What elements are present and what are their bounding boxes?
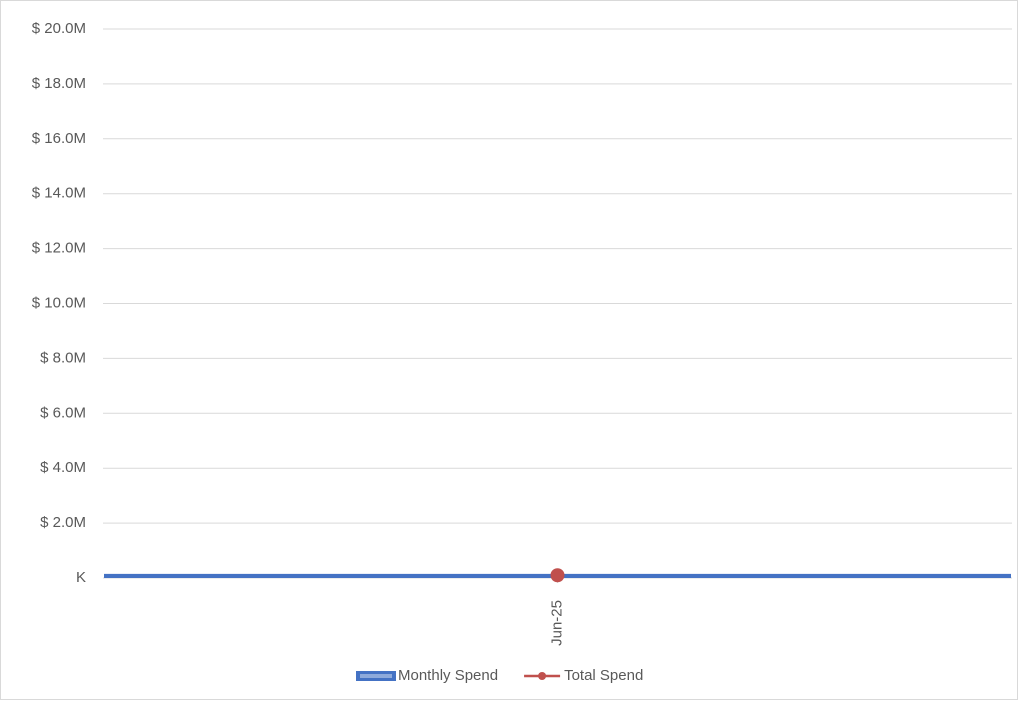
legend-label: Monthly Spend [398,667,498,684]
point [550,568,565,583]
y-tick-label: $ 18.0M [32,75,86,92]
y-tick-label: $ 16.0M [32,130,86,147]
y-tick-label: $ 2.0M [40,514,86,531]
y-tick-label: $ 8.0M [40,349,86,366]
legend-swatch-highlight [360,674,392,678]
y-tick-label: $ 12.0M [32,240,86,257]
y-tick-label: $ 4.0M [40,459,86,476]
y-tick-label: $ 14.0M [32,185,86,202]
x-tick-label: Jun-25 [548,600,565,646]
legend-label: Total Spend [564,667,643,684]
legend-swatch-dot [538,672,547,680]
y-tick-label: $ 10.0M [32,294,86,311]
y-tick-label: K [76,569,86,586]
y-tick-label: $ 20.0M [32,20,86,37]
y-tick-label: $ 6.0M [40,404,86,421]
